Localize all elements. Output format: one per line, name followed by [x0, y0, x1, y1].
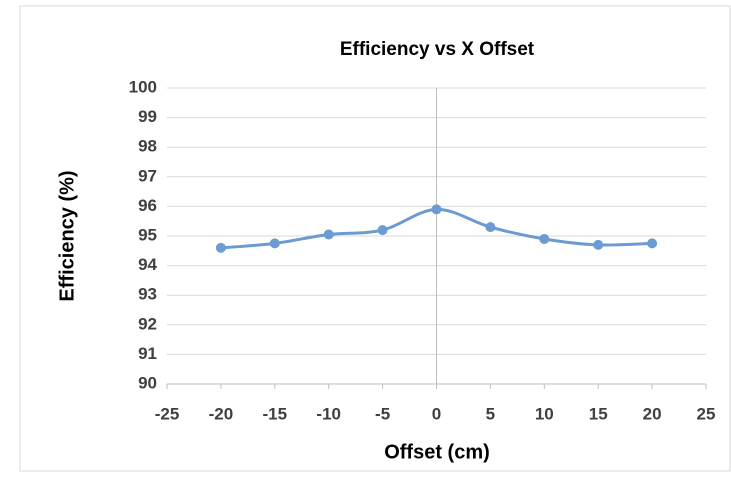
y-tick-label: 100 [129, 77, 157, 96]
chart-frame [19, 5, 731, 472]
x-tick-label: -10 [316, 404, 341, 423]
y-tick-label: 99 [138, 107, 157, 126]
x-tick-label: 20 [643, 404, 662, 423]
marker [377, 225, 388, 236]
y-tick-label: 96 [138, 196, 157, 215]
x-tick-label: 10 [535, 404, 554, 423]
x-tick-label: -15 [263, 404, 288, 423]
marker [539, 233, 550, 244]
y-axis-title: Efficiency (%) [56, 170, 78, 301]
y-tick-label: 94 [138, 255, 157, 274]
y-tick-label: 98 [138, 137, 157, 156]
x-tick-label: 15 [589, 404, 608, 423]
marker [269, 238, 280, 249]
y-tick-label: 93 [138, 285, 157, 304]
x-tick-label: -20 [209, 404, 234, 423]
marker [647, 238, 658, 249]
y-tick-label: 90 [138, 373, 157, 392]
chart-title: Efficiency vs X Offset [340, 39, 535, 60]
x-tick-label: 0 [432, 404, 441, 423]
y-tick-label: 95 [138, 225, 157, 244]
x-tick-label: 25 [697, 404, 716, 423]
y-tick-label: 97 [138, 166, 157, 185]
marker [323, 229, 334, 240]
x-tick-label: -5 [375, 404, 390, 423]
x-tick-label: 5 [486, 404, 495, 423]
marker [431, 204, 442, 215]
marker [485, 222, 496, 233]
x-axis-title: Offset (cm) [384, 441, 490, 463]
marker [593, 239, 604, 250]
marker [215, 242, 226, 253]
x-tick-label: -25 [155, 404, 180, 423]
y-tick-label: 92 [138, 314, 157, 333]
y-tick-label: 91 [138, 344, 157, 363]
